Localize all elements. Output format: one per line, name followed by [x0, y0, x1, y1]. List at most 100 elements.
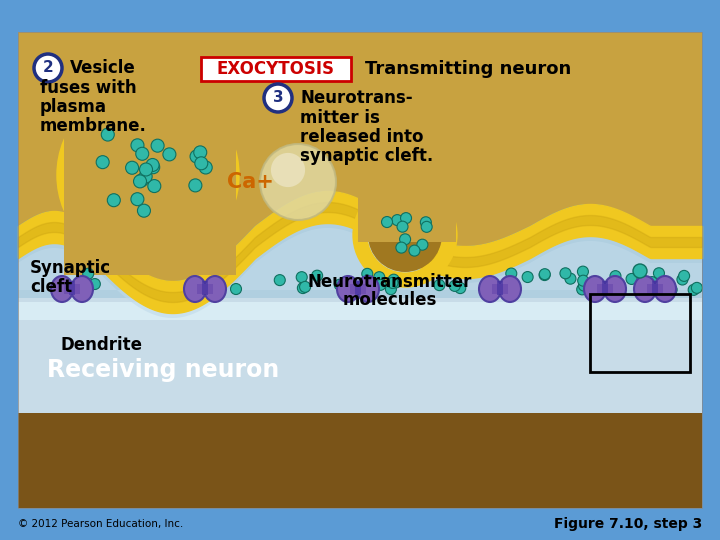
Circle shape: [577, 266, 588, 277]
Circle shape: [96, 156, 109, 168]
Text: Dendrite: Dendrite: [60, 336, 142, 354]
Bar: [18, 413, 702, 508]
Text: mitter is: mitter is: [300, 109, 380, 127]
Text: molecules: molecules: [343, 291, 437, 309]
Bar: [358, 43, 456, 242]
Text: Transmitting neuron: Transmitting neuron: [365, 60, 571, 78]
Circle shape: [195, 157, 208, 170]
Bar: [64, 75, 236, 275]
Circle shape: [626, 273, 637, 285]
Ellipse shape: [499, 276, 521, 302]
Circle shape: [271, 153, 305, 187]
Text: Neurotrans-: Neurotrans-: [300, 89, 413, 107]
Circle shape: [455, 282, 466, 294]
Bar: [69, 281, 75, 295]
Polygon shape: [18, 228, 702, 318]
Circle shape: [140, 163, 153, 176]
Text: Neurotransmitter: Neurotransmitter: [308, 273, 472, 291]
Circle shape: [190, 150, 203, 163]
Bar: [202, 281, 208, 295]
Ellipse shape: [184, 276, 206, 302]
Ellipse shape: [604, 276, 626, 302]
Circle shape: [666, 284, 677, 295]
Circle shape: [189, 179, 202, 192]
Circle shape: [341, 283, 352, 294]
Circle shape: [133, 175, 146, 188]
Text: membrane.: membrane.: [40, 117, 147, 135]
Text: plasma: plasma: [40, 98, 107, 116]
Circle shape: [688, 285, 699, 295]
Circle shape: [679, 271, 690, 281]
Circle shape: [397, 221, 408, 232]
Circle shape: [264, 84, 292, 112]
Circle shape: [647, 276, 657, 288]
Bar: [197, 284, 213, 294]
Ellipse shape: [337, 276, 359, 302]
Text: Ca+: Ca+: [227, 172, 274, 192]
Circle shape: [560, 268, 571, 279]
Circle shape: [654, 268, 665, 279]
Text: released into: released into: [300, 128, 423, 146]
Circle shape: [374, 272, 384, 283]
Ellipse shape: [204, 276, 226, 302]
Circle shape: [390, 277, 401, 288]
Circle shape: [594, 283, 605, 294]
Circle shape: [151, 139, 164, 152]
Text: synaptic cleft.: synaptic cleft.: [300, 147, 433, 165]
Circle shape: [539, 269, 550, 280]
Circle shape: [34, 54, 62, 82]
Ellipse shape: [357, 276, 379, 302]
Text: © 2012 Pearson Education, Inc.: © 2012 Pearson Education, Inc.: [18, 519, 184, 529]
Bar: [602, 281, 608, 295]
Bar: [590, 294, 690, 372]
Bar: [492, 284, 508, 294]
Circle shape: [147, 161, 160, 174]
Bar: [18, 302, 702, 320]
Circle shape: [610, 271, 621, 282]
Text: Figure 7.10, step 3: Figure 7.10, step 3: [554, 517, 702, 531]
Circle shape: [392, 214, 402, 226]
Circle shape: [409, 245, 420, 256]
Ellipse shape: [51, 276, 73, 302]
Polygon shape: [18, 223, 702, 313]
Circle shape: [334, 279, 345, 290]
Circle shape: [80, 107, 216, 243]
Circle shape: [107, 194, 120, 207]
Circle shape: [677, 274, 688, 285]
Bar: [18, 298, 702, 413]
Circle shape: [505, 268, 517, 279]
Text: cleft: cleft: [30, 278, 72, 296]
Bar: [497, 281, 503, 295]
Circle shape: [691, 282, 703, 293]
Circle shape: [199, 161, 212, 174]
Circle shape: [89, 279, 100, 289]
Bar: [597, 284, 613, 294]
Circle shape: [400, 234, 410, 245]
Circle shape: [136, 147, 149, 160]
Text: 3: 3: [273, 91, 283, 105]
Circle shape: [385, 284, 397, 295]
Circle shape: [312, 270, 323, 281]
Circle shape: [633, 264, 647, 278]
Circle shape: [565, 273, 576, 284]
Circle shape: [163, 148, 176, 161]
Text: 2: 2: [42, 60, 53, 76]
Circle shape: [368, 198, 442, 272]
Bar: [647, 284, 663, 294]
Circle shape: [146, 158, 159, 172]
Ellipse shape: [479, 276, 501, 302]
Ellipse shape: [654, 276, 676, 302]
Circle shape: [138, 204, 150, 217]
Circle shape: [148, 180, 161, 193]
Circle shape: [296, 272, 307, 282]
Circle shape: [361, 268, 373, 279]
Polygon shape: [18, 32, 702, 281]
Text: fuses with: fuses with: [40, 79, 137, 97]
Circle shape: [396, 242, 407, 253]
Bar: [350, 284, 366, 294]
Circle shape: [421, 221, 432, 232]
Bar: [64, 284, 80, 294]
Circle shape: [139, 170, 152, 183]
Text: Synaptic: Synaptic: [30, 259, 111, 277]
Circle shape: [375, 279, 386, 291]
